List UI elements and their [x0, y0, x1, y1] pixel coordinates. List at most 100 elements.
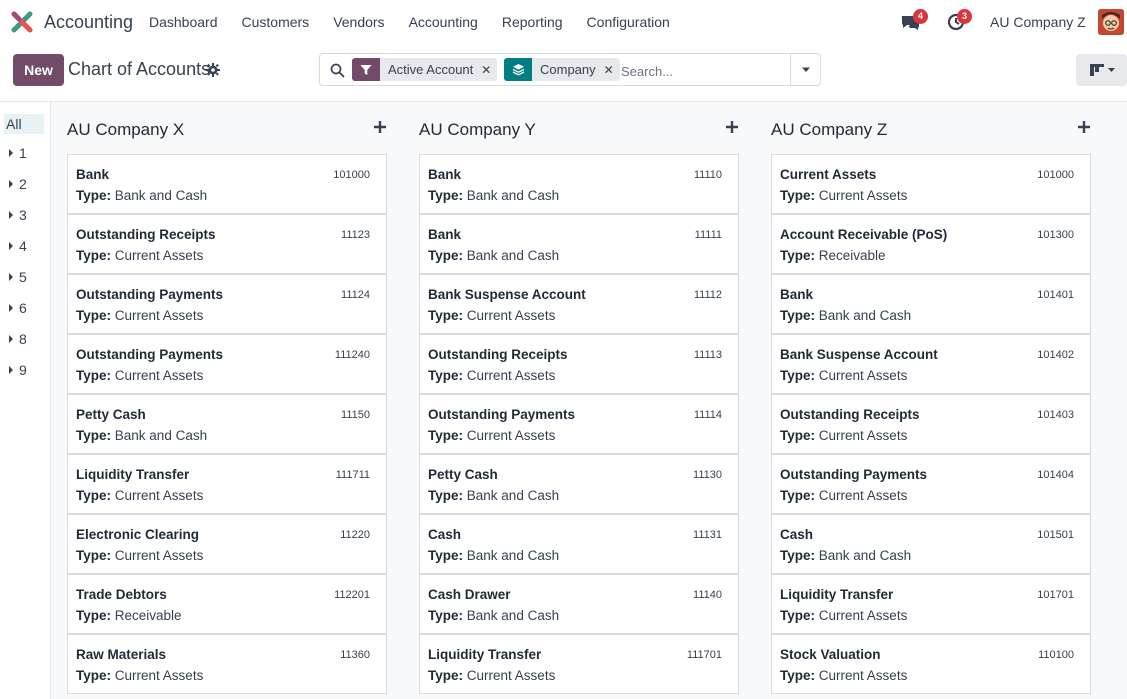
type-label: Type: — [76, 608, 112, 623]
account-name: Petty Cash — [428, 467, 498, 482]
account-card[interactable]: Raw Materials 11360 Type: Current Assets — [67, 634, 387, 694]
account-name: Trade Debtors — [76, 587, 167, 602]
column-title[interactable]: AU Company Y — [419, 120, 536, 139]
account-card[interactable]: Cash 101501 Type: Bank and Cash — [771, 514, 1091, 574]
account-type: Type: Current Assets — [76, 548, 203, 563]
type-value: Bank and Cash — [818, 308, 912, 323]
account-card[interactable]: Bank 101401 Type: Bank and Cash — [771, 274, 1091, 334]
account-card[interactable]: Current Assets 101000 Type: Current Assets — [771, 154, 1091, 214]
account-card[interactable]: Liquidity Transfer 111711 Type: Current As… — [67, 454, 387, 514]
type-label: Type: — [780, 488, 816, 503]
account-type: Type: Bank and Cash — [428, 488, 559, 503]
account-type: Type: Bank and Cash — [428, 188, 559, 203]
account-card[interactable]: Electronic Clearing 11220 Type: Current As… — [67, 514, 387, 574]
sidebar-item-3[interactable]: 3 — [4, 207, 27, 223]
sidebar-item-label: 4 — [19, 238, 27, 254]
activities-count-badge: 3 — [957, 9, 972, 24]
account-code: 11220 — [340, 529, 370, 541]
account-name: Petty Cash — [76, 407, 146, 422]
plus-icon[interactable] — [1076, 119, 1092, 135]
sidebar-item-5[interactable]: 5 — [4, 269, 27, 285]
account-card[interactable]: Stock Valuation 110100 Type: Current Asset… — [771, 634, 1091, 694]
plus-icon[interactable] — [372, 119, 388, 135]
search-input[interactable] — [621, 62, 791, 80]
account-card[interactable]: Outstanding Payments 11124 Type: Current A… — [67, 274, 387, 334]
account-card[interactable]: Trade Debtors 112201 Type: Receivable — [67, 574, 387, 634]
account-card[interactable]: Liquidity Transfer 111701 Type: Current As… — [419, 634, 739, 694]
account-code: 11110 — [693, 169, 722, 181]
sidebar-item-9[interactable]: 9 — [4, 362, 27, 378]
account-card[interactable]: Cash 11131 Type: Bank and Cash — [419, 514, 739, 574]
type-value: Current Assets — [114, 488, 204, 503]
account-type: Type: Bank and Cash — [780, 308, 911, 323]
account-code: 101402 — [1037, 349, 1074, 361]
type-value: Current Assets — [818, 368, 908, 383]
menu-dashboard[interactable]: Dashboard — [149, 14, 218, 30]
account-card[interactable]: Bank Suspense Account 11112 Type: Current … — [419, 274, 739, 334]
facet-company: Company ✕ — [504, 58, 620, 81]
account-type: Type: Current Assets — [780, 668, 907, 683]
type-value: Current Assets — [818, 668, 908, 683]
remove-facet-button[interactable]: ✕ — [481, 62, 492, 77]
account-card[interactable]: Bank 11110 Type: Bank and Cash — [419, 154, 739, 214]
column-title[interactable]: AU Company X — [67, 120, 185, 139]
sidebar-item-all[interactable]: All — [4, 114, 44, 134]
accounting-app-logo-icon[interactable] — [11, 11, 33, 33]
sidebar-item-2[interactable]: 2 — [4, 176, 27, 192]
new-button[interactable]: New — [13, 54, 64, 86]
account-card[interactable]: Account Receivable (PoS) 101300 Type: Rece… — [771, 214, 1091, 274]
company-switcher[interactable]: AU Company Z — [990, 14, 1086, 30]
account-card[interactable]: Bank 11111 Type: Bank and Cash — [419, 214, 739, 274]
account-card[interactable]: Petty Cash 11150 Type: Bank and Cash — [67, 394, 387, 454]
facet-label: Active Account — [388, 62, 474, 77]
account-code: 111701 — [686, 649, 722, 661]
sidebar-item-label: 6 — [19, 300, 27, 316]
account-card[interactable]: Bank Suspense Account 101402 Type: Current… — [771, 334, 1091, 394]
sidebar-item-8[interactable]: 8 — [4, 331, 27, 347]
account-type: Type: Current Assets — [76, 248, 203, 263]
account-code: 111711 — [335, 469, 370, 481]
type-value: Receivable — [818, 248, 886, 263]
menu-vendors[interactable]: Vendors — [333, 14, 385, 30]
sidebar-item-label: 8 — [19, 331, 27, 347]
account-card[interactable]: Outstanding Receipts 11123 Type: Current A… — [67, 214, 387, 274]
sidebar-item-1[interactable]: 1 — [4, 145, 27, 161]
menu-configuration[interactable]: Configuration — [586, 14, 670, 30]
menu-reporting[interactable]: Reporting — [501, 14, 563, 30]
account-card[interactable]: Cash Drawer 11140 Type: Bank and Cash — [419, 574, 739, 634]
account-card[interactable]: Outstanding Receipts 11113 Type: Current A… — [419, 334, 739, 394]
account-type: Type: Current Assets — [76, 368, 203, 383]
remove-facet-button[interactable]: ✕ — [603, 62, 614, 77]
plus-icon[interactable] — [724, 119, 740, 135]
user-avatar[interactable] — [1098, 9, 1124, 35]
gear-icon[interactable] — [206, 63, 220, 77]
account-card[interactable]: Bank 101000 Type: Bank and Cash — [67, 154, 387, 214]
messages-count-badge: 4 — [913, 9, 928, 24]
sidebar-item-6[interactable]: 6 — [4, 300, 27, 316]
type-label: Type: — [428, 248, 464, 263]
account-card[interactable]: Outstanding Payments 111240 Type: Current … — [67, 334, 387, 394]
type-label: Type: — [780, 428, 816, 443]
search-icon[interactable] — [330, 63, 345, 78]
menu-accounting[interactable]: Accounting — [408, 14, 478, 30]
type-value: Bank and Cash — [114, 188, 208, 203]
menu-customers[interactable]: Customers — [241, 14, 310, 30]
view-switcher-button[interactable] — [1076, 54, 1127, 86]
account-card[interactable]: Outstanding Payments 101404 Type: Current … — [771, 454, 1091, 514]
sidebar-item-4[interactable]: 4 — [4, 238, 27, 254]
account-code: 11131 — [693, 529, 722, 541]
account-card[interactable]: Liquidity Transfer 101701 Type: Current As… — [771, 574, 1091, 634]
app-name[interactable]: Accounting — [44, 12, 134, 32]
caret-right-icon — [9, 149, 13, 157]
type-label: Type: — [780, 668, 816, 683]
account-card[interactable]: Petty Cash 11130 Type: Bank and Cash — [419, 454, 739, 514]
type-label: Type: — [780, 188, 816, 203]
account-card[interactable]: Outstanding Payments 11114 Type: Current A… — [419, 394, 739, 454]
account-type: Type: Current Assets — [780, 488, 907, 503]
column-title[interactable]: AU Company Z — [771, 120, 888, 139]
account-card[interactable]: Outstanding Receipts 101403 Type: Current … — [771, 394, 1091, 454]
type-label: Type: — [428, 428, 464, 443]
type-label: Type: — [780, 548, 816, 563]
search-options-toggle[interactable] — [790, 54, 820, 85]
account-type: Type: Current Assets — [428, 428, 555, 443]
